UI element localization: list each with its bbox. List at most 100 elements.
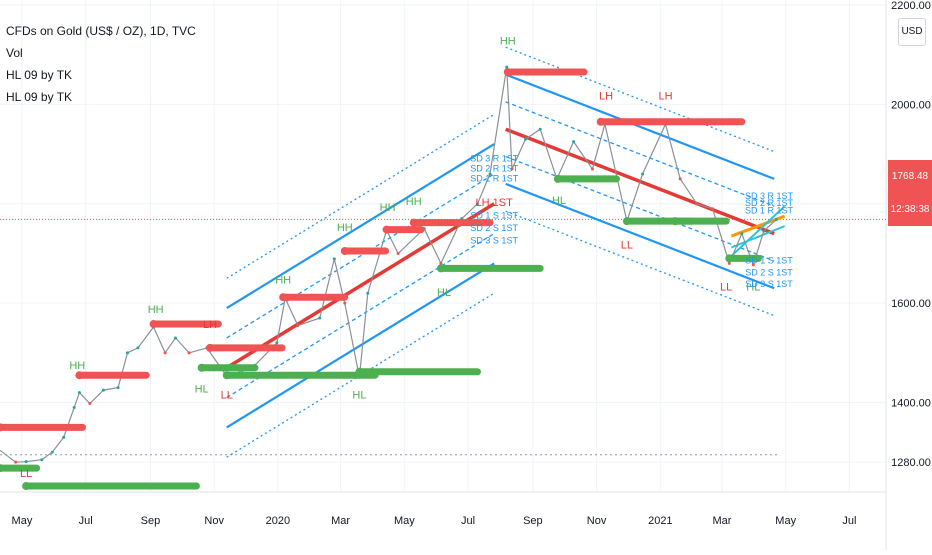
price-point bbox=[187, 351, 191, 355]
x-tick-label: Mar bbox=[712, 515, 731, 527]
x-tick-label: 2021 bbox=[648, 515, 672, 527]
annotation-label: SD 1 S 1ST bbox=[470, 211, 518, 221]
x-tick-label: Nov bbox=[587, 515, 607, 527]
price-point bbox=[711, 207, 715, 211]
support-level-marker bbox=[355, 367, 364, 376]
price-point bbox=[538, 127, 542, 131]
price-point bbox=[727, 261, 731, 265]
x-tick-label: Jul bbox=[842, 515, 856, 527]
support-level-marker bbox=[222, 371, 231, 380]
resistance-level-marker bbox=[596, 117, 605, 126]
fib-line bbox=[730, 225, 786, 249]
legend-vol[interactable]: Vol bbox=[6, 46, 23, 60]
price-point bbox=[125, 351, 129, 355]
annotation-label: SD 3 S 1ST bbox=[745, 279, 793, 289]
annotation-label: HH bbox=[380, 202, 396, 214]
annotation-label: LH bbox=[659, 90, 673, 102]
price-point bbox=[14, 460, 18, 464]
annotation-label: HL bbox=[352, 390, 366, 402]
resistance-level-marker bbox=[382, 225, 391, 234]
price-point bbox=[101, 388, 105, 392]
resistance-level-marker bbox=[206, 343, 215, 352]
channel-line bbox=[226, 233, 495, 399]
annotation-label: SD 3 R 1ST bbox=[470, 154, 519, 164]
channel-line bbox=[226, 173, 495, 339]
annotation-label: LL bbox=[221, 390, 233, 402]
channel-line bbox=[505, 155, 775, 262]
annotation-label: SD 3 S 1ST bbox=[470, 236, 518, 246]
price-point bbox=[40, 458, 44, 462]
price-point bbox=[24, 460, 28, 464]
price-point bbox=[396, 251, 400, 255]
channel-line bbox=[226, 262, 495, 429]
price-point bbox=[475, 202, 479, 206]
channel-line bbox=[226, 113, 495, 279]
resistance-level-marker bbox=[149, 320, 158, 329]
support-level-marker bbox=[436, 264, 445, 273]
resistance-level-marker bbox=[75, 371, 84, 380]
support-level-marker bbox=[22, 482, 31, 491]
x-tick-label: Sep bbox=[523, 515, 543, 527]
price-point bbox=[318, 316, 322, 320]
x-tick-label: May bbox=[12, 515, 33, 527]
resistance-level-marker bbox=[340, 246, 349, 255]
channel-line bbox=[226, 143, 495, 310]
annotation-label: HL bbox=[195, 384, 209, 396]
annotation-label: SD 2 S 1ST bbox=[745, 267, 793, 277]
price-point bbox=[774, 218, 778, 222]
x-tick-label: Jul bbox=[461, 515, 475, 527]
annotation-label: LL bbox=[720, 282, 732, 294]
annotation-label: HL bbox=[746, 282, 760, 294]
price-point bbox=[72, 406, 76, 410]
x-tick-label: Mar bbox=[331, 515, 350, 527]
fib-line bbox=[730, 205, 786, 257]
currency-button[interactable]: USD bbox=[898, 18, 926, 46]
legend-indicator-2[interactable]: HL 09 by TK bbox=[6, 90, 73, 104]
channel-line bbox=[225, 202, 496, 370]
x-tick-label: May bbox=[394, 515, 415, 527]
legend-title[interactable]: CFDs on Gold (US$ / OZ), 1D, TVC bbox=[6, 24, 196, 38]
x-tick-label: Nov bbox=[204, 515, 224, 527]
channel-line bbox=[505, 101, 775, 207]
legend-indicator-1[interactable]: HL 09 by TK bbox=[6, 68, 73, 82]
annotation-label: LL bbox=[20, 468, 32, 480]
price-point bbox=[505, 65, 509, 69]
price-point bbox=[762, 229, 766, 233]
channel-line bbox=[505, 210, 775, 317]
annotation-label: LH 1ST bbox=[476, 197, 514, 209]
price-point bbox=[116, 386, 120, 390]
resistance-level-marker bbox=[503, 68, 512, 77]
annotation-label: SD 2 R 1ST bbox=[745, 198, 794, 208]
annotation-label: SD 1 R 1ST bbox=[745, 206, 794, 216]
price-point bbox=[678, 177, 682, 181]
price-point bbox=[751, 263, 755, 267]
annotation-label: HL bbox=[552, 195, 566, 207]
price-point bbox=[77, 391, 81, 395]
x-tick-label: Sep bbox=[141, 515, 161, 527]
annotation-label: HH bbox=[275, 274, 291, 286]
price-point bbox=[174, 336, 178, 340]
annotation-label: HH bbox=[406, 196, 422, 208]
x-tick-label: May bbox=[775, 515, 796, 527]
price-point bbox=[136, 346, 140, 350]
y-tick-label: 1600.00 bbox=[891, 298, 931, 310]
annotation-label: LL bbox=[621, 239, 633, 251]
price-value: 1768.48 bbox=[891, 171, 929, 182]
support-level-marker bbox=[553, 174, 562, 183]
price-label: 1768.48 12:38:38 bbox=[888, 160, 932, 226]
y-tick-label: 2200.00 bbox=[891, 0, 931, 12]
annotation-label: HH bbox=[69, 360, 85, 372]
annotation-label: HH bbox=[337, 222, 353, 234]
x-tick-label: Jul bbox=[79, 515, 93, 527]
price-point bbox=[332, 257, 336, 261]
support-level-marker bbox=[622, 217, 631, 226]
price-countdown: 12:38:38 bbox=[890, 204, 930, 215]
price-point bbox=[590, 167, 594, 171]
price-point bbox=[488, 172, 492, 176]
y-tick-label: 1280.00 bbox=[891, 457, 931, 469]
price-point bbox=[572, 140, 576, 144]
price-point bbox=[343, 301, 347, 305]
support-level-marker bbox=[670, 217, 679, 226]
